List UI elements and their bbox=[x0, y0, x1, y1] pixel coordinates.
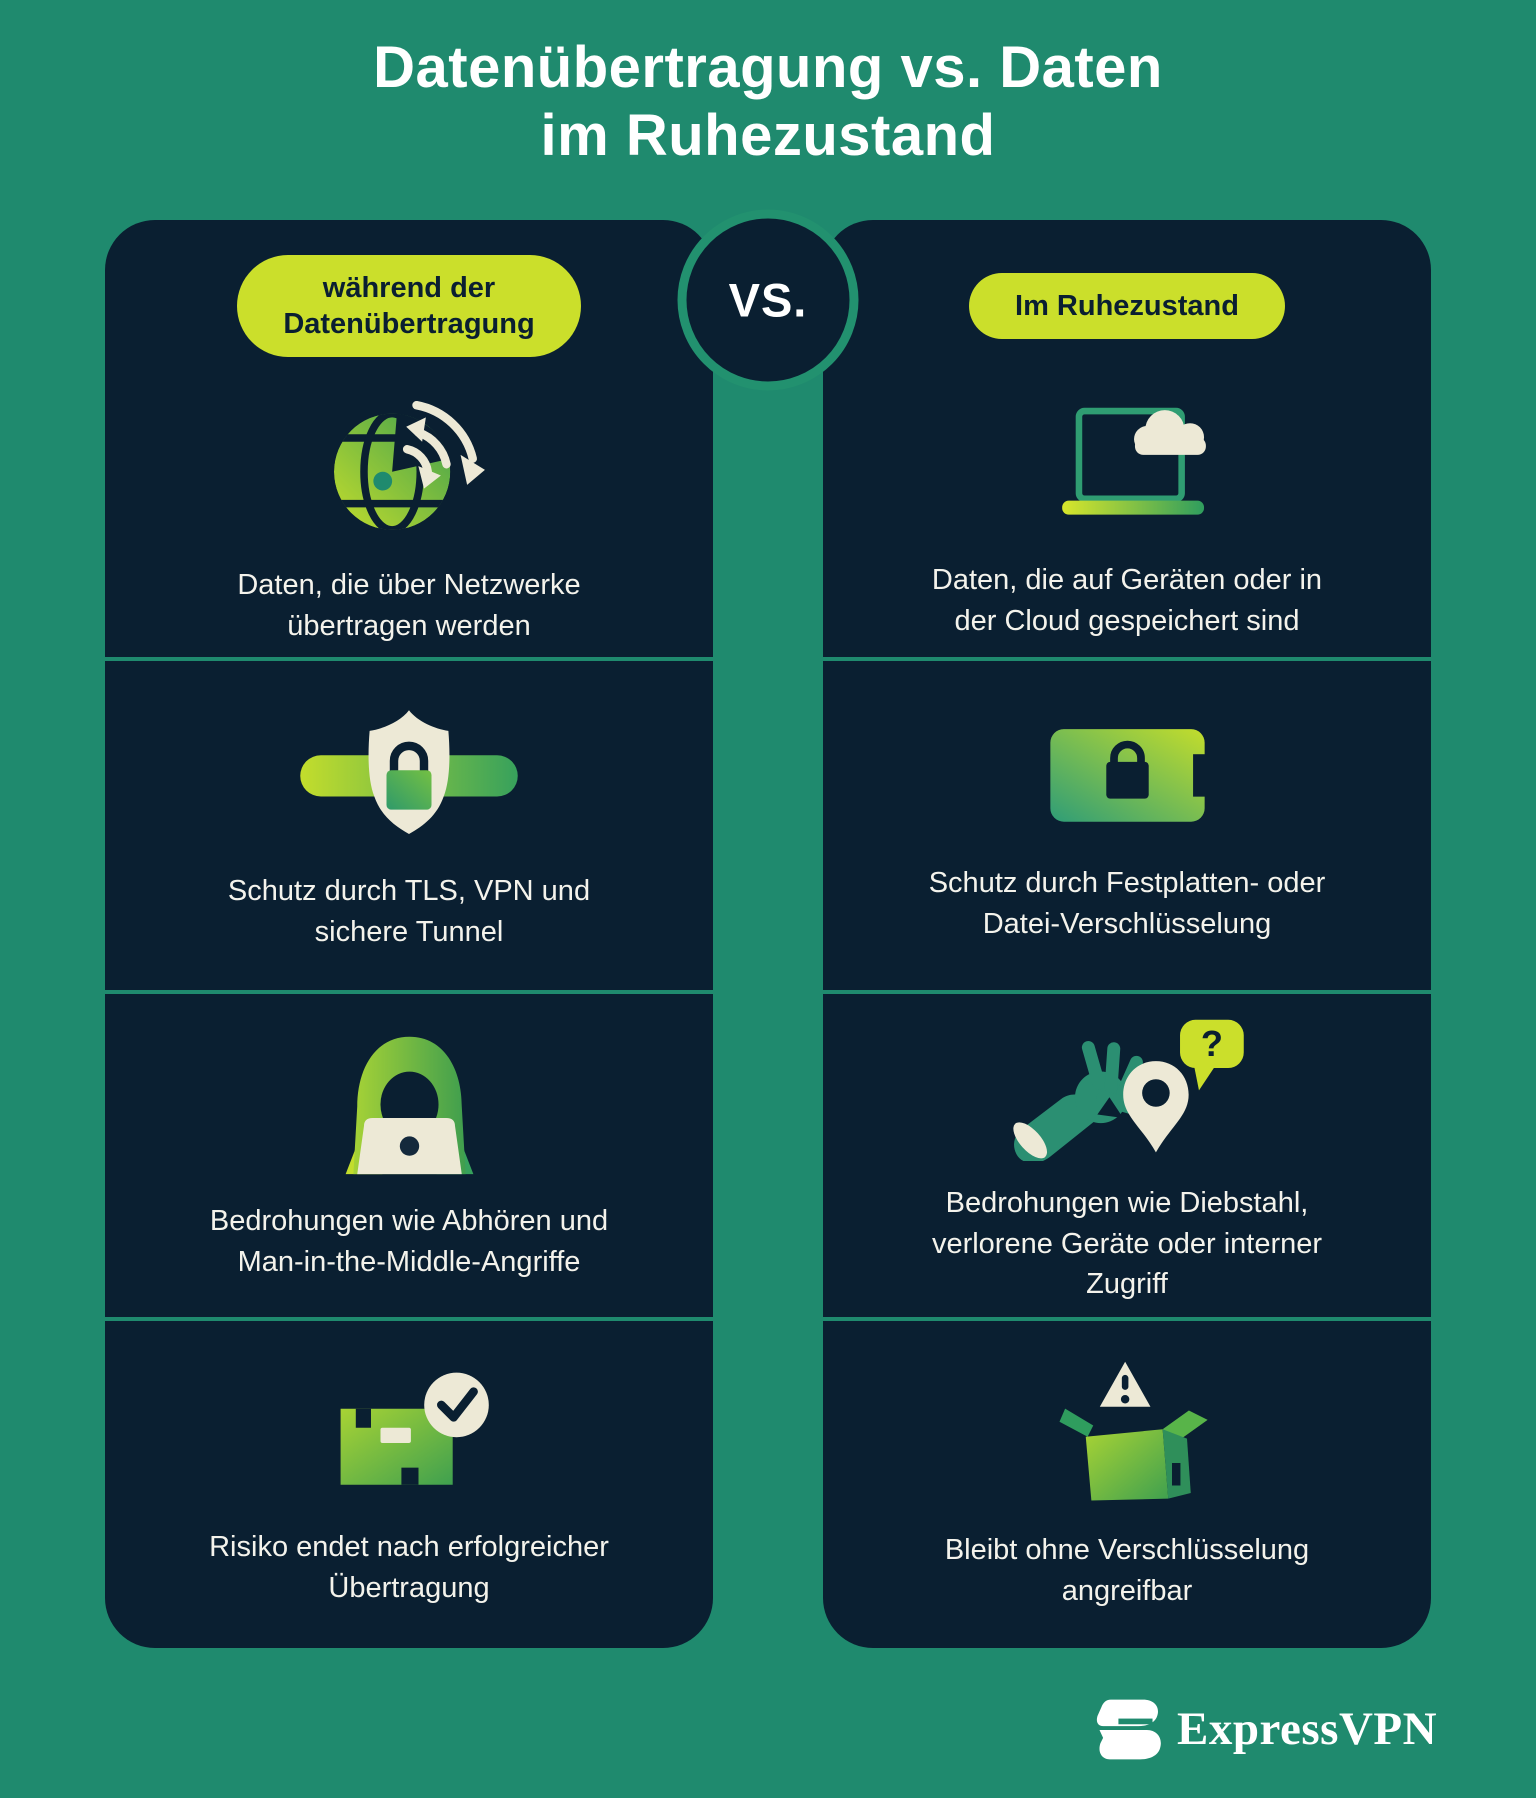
at-rest-header: Im Ruhezustand bbox=[823, 220, 1431, 382]
hacker-laptop-icon bbox=[345, 1036, 473, 1175]
page-title: Datenübertragung vs. Daten im Ruhezustan… bbox=[0, 34, 1536, 171]
shield-lock-tunnel-icon bbox=[300, 710, 518, 834]
package-check-icon bbox=[340, 1373, 489, 1486]
row-caption: Bleibt ohne Verschlüsselung angreifbar bbox=[944, 1533, 1310, 1607]
brand-logo: ExpressVPN bbox=[1090, 1697, 1437, 1761]
glove-location-pin-icon: ? bbox=[1012, 1019, 1244, 1162]
svg-text:?: ? bbox=[1200, 1023, 1222, 1064]
in-transit-header: während der Datenübertragung bbox=[105, 220, 713, 382]
in-transit-row-3: Bedrohungen wie Abhören und Man-in-the-M… bbox=[105, 990, 713, 1317]
at-rest-row-2: Schutz durch Festplatten- oder Datei-Ver… bbox=[823, 657, 1431, 990]
row-caption: Daten, die über Netzwerke übertragen wer… bbox=[237, 568, 581, 642]
row-caption: Bedrohungen wie Diebstahl, verlorene Ger… bbox=[931, 1187, 1323, 1301]
at-rest-card: Im Ruhezustand Daten, die auf Geräten od… bbox=[823, 220, 1431, 1648]
page-title-line-2: im Ruhezustand bbox=[540, 103, 996, 169]
expressvpn-logo-icon bbox=[1096, 1699, 1161, 1760]
in-transit-card: während der Datenübertragung bbox=[105, 220, 713, 1648]
at-rest-row-1: Daten, die auf Geräten oder in der Cloud… bbox=[823, 382, 1431, 657]
at-rest-row-3: ? Bedrohungen wie Diebstahl, verlorene G… bbox=[823, 990, 1431, 1317]
at-rest-pill: Im Ruhezustand bbox=[969, 272, 1285, 340]
brand-wordmark: ExpressVPN bbox=[1177, 1702, 1438, 1755]
in-transit-row-4: Risiko endet nach erfolgreicher Übertrag… bbox=[105, 1317, 713, 1648]
vs-badge: VS. bbox=[677, 209, 859, 391]
row-caption: Risiko endet nach erfolgreicher Übertrag… bbox=[209, 1531, 609, 1604]
in-transit-row-1: Daten, die über Netzwerke übertragen wer… bbox=[105, 382, 713, 657]
in-transit-pill: während der Datenübertragung bbox=[237, 254, 581, 358]
laptop-cloud-icon bbox=[1061, 407, 1206, 515]
row-caption: Daten, die auf Geräten oder in der Cloud… bbox=[931, 563, 1323, 637]
globe-transfer-icon bbox=[334, 400, 485, 530]
row-caption: Schutz durch Festplatten- oder Datei-Ver… bbox=[928, 867, 1326, 940]
vs-label: VS. bbox=[728, 273, 808, 327]
row-caption: Bedrohungen wie Abhören und Man-in-the-M… bbox=[209, 1204, 609, 1278]
open-box-warning-icon bbox=[1059, 1361, 1208, 1501]
row-caption: Schutz durch TLS, VPN und sichere Tunnel bbox=[227, 874, 591, 948]
in-transit-row-2: Schutz durch TLS, VPN und sichere Tunnel bbox=[105, 657, 713, 990]
at-rest-row-4: Bleibt ohne Verschlüsselung angreifbar bbox=[823, 1317, 1431, 1648]
encrypted-drive-lock-icon bbox=[1049, 729, 1208, 823]
page-title-line-1: Datenübertragung vs. Daten bbox=[373, 35, 1163, 100]
